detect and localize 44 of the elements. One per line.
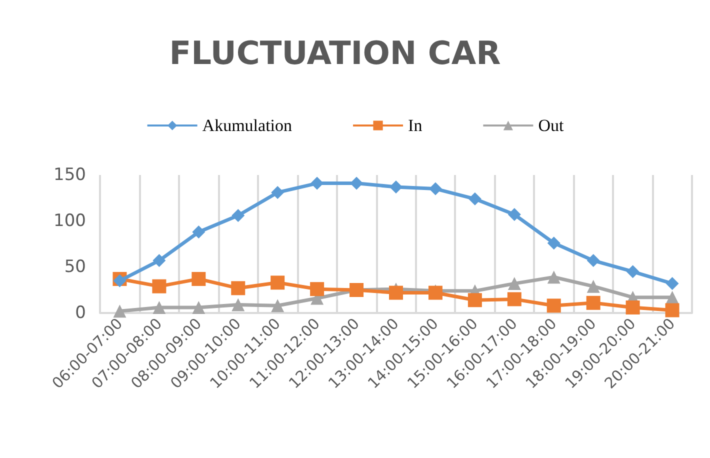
y-tick-label: 50: [64, 257, 86, 277]
point: [547, 236, 560, 250]
point: [113, 274, 126, 288]
point: [192, 300, 206, 314]
legend-label: In: [408, 116, 423, 135]
point: [547, 270, 560, 284]
point: [586, 280, 600, 293]
point: [231, 281, 246, 296]
point: [508, 208, 521, 222]
point: [626, 265, 640, 278]
point: [152, 300, 166, 314]
point: [271, 186, 284, 199]
point: [232, 208, 245, 222]
point: [310, 282, 324, 296]
point: [350, 176, 364, 190]
point: [586, 254, 600, 268]
legend-label: Akumulation: [202, 116, 293, 135]
legend-label: Out: [538, 116, 564, 135]
point: [271, 299, 284, 312]
y-tick-label: 100: [54, 211, 86, 231]
point: [666, 277, 679, 290]
y-tick-label: 0: [75, 303, 86, 323]
point: [508, 277, 521, 290]
point: [626, 300, 640, 314]
point: [468, 192, 482, 206]
point: [113, 304, 126, 318]
point: [665, 303, 680, 318]
point: [270, 276, 285, 290]
point: [232, 298, 245, 312]
point: [389, 286, 403, 300]
point: [152, 254, 166, 268]
point: [310, 176, 324, 190]
point: [428, 182, 442, 196]
point: [507, 292, 522, 306]
y-tick-label: 150: [54, 165, 86, 185]
point: [468, 293, 482, 308]
point: [546, 298, 561, 313]
point: [586, 296, 600, 310]
chart-title: FLUCTUATION CAR: [169, 34, 501, 72]
point: [192, 272, 206, 286]
point: [428, 286, 442, 300]
point: [192, 226, 206, 239]
point: [152, 279, 166, 294]
point: [390, 180, 402, 194]
